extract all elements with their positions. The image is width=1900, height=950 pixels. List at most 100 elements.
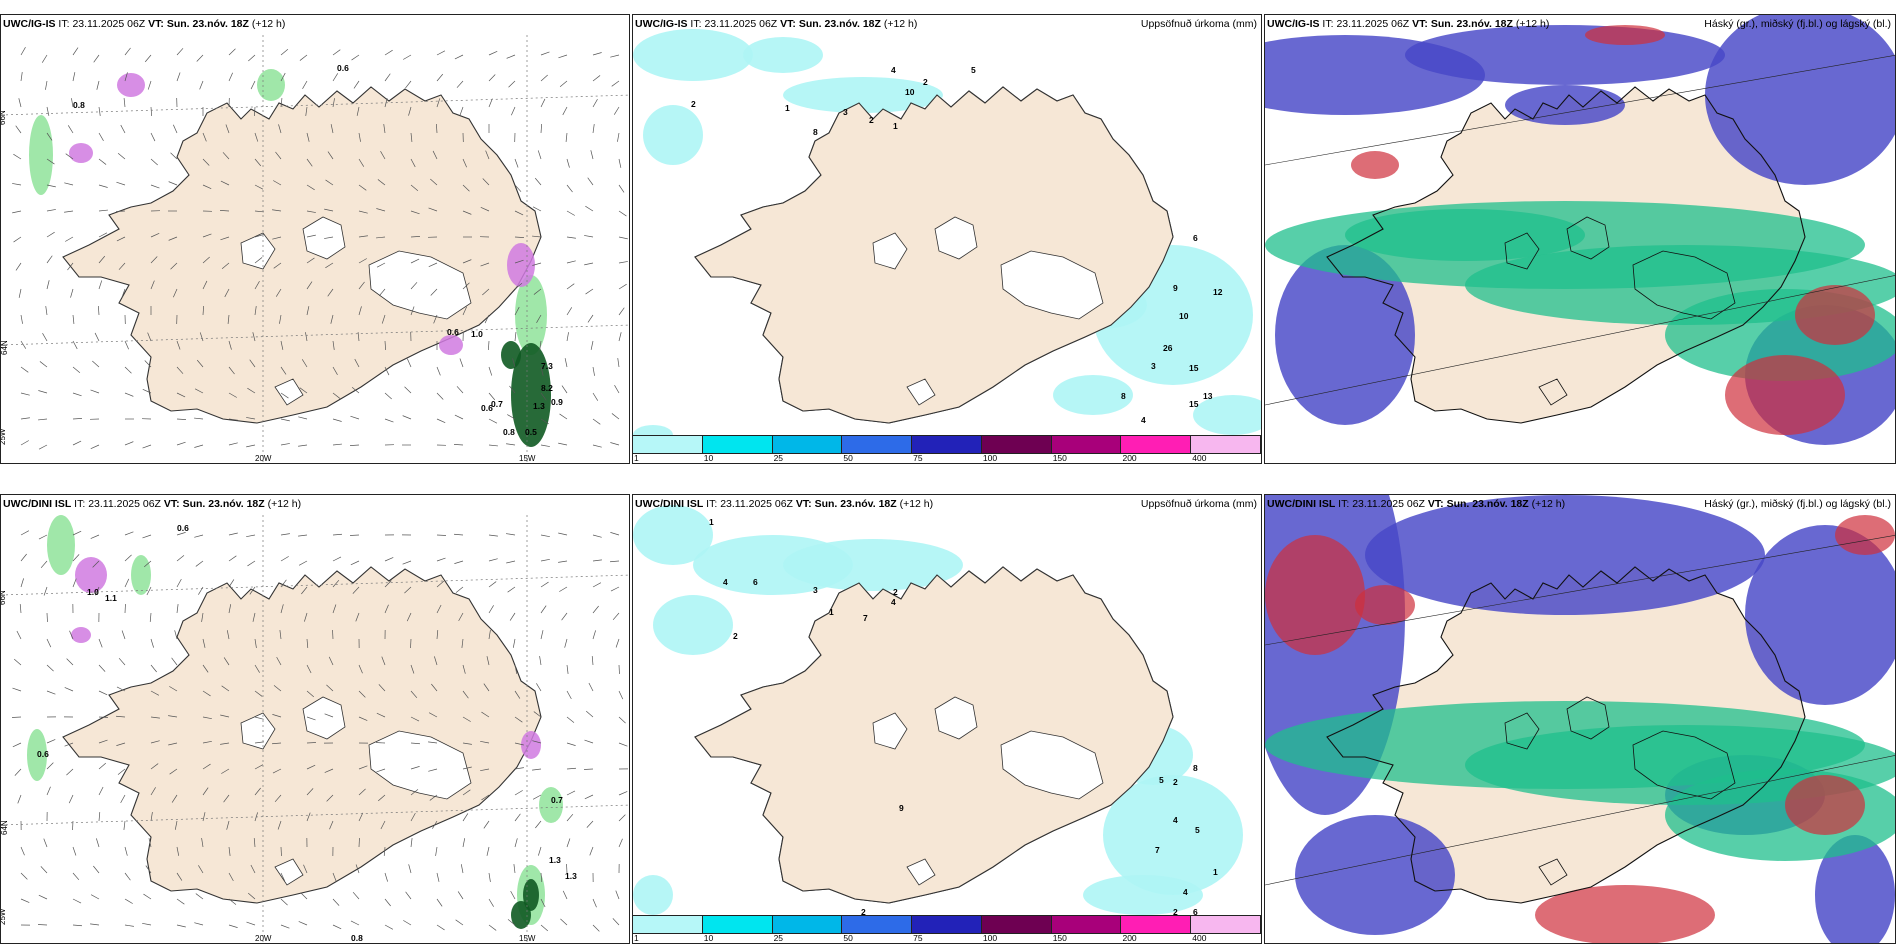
colorbar-tick: 400 <box>1192 453 1207 463</box>
wind-barb <box>324 713 334 718</box>
wind-barb <box>429 794 438 801</box>
wind-barb <box>564 638 568 648</box>
wind-barb <box>72 340 78 350</box>
wind-barb <box>246 444 256 448</box>
wind-barb <box>410 132 413 142</box>
contour-label: 0.8 <box>351 933 363 943</box>
wind-barb <box>145 865 152 874</box>
wind-barb <box>150 638 154 648</box>
precip-area <box>515 275 547 355</box>
wind-barb <box>403 54 412 60</box>
contour-label: 4 <box>1141 415 1146 425</box>
glacier <box>934 216 978 260</box>
wind-barb <box>272 714 282 718</box>
wind-barb <box>249 586 256 595</box>
wind-barb <box>402 560 412 565</box>
wind-barb <box>384 392 392 400</box>
wind-barb <box>272 236 282 240</box>
wind-barb <box>506 560 516 564</box>
wind-barb <box>227 314 230 324</box>
wind-barb <box>46 739 56 744</box>
wind-barb <box>488 872 491 882</box>
glacier <box>934 696 978 740</box>
lat-label: 64N <box>1 340 9 355</box>
colorbar-tick: 150 <box>1052 933 1067 943</box>
wind-barb <box>202 812 206 822</box>
wind-barb <box>480 262 490 267</box>
wind-barb <box>350 415 360 420</box>
wind-barb <box>148 838 152 848</box>
wind-barb <box>174 820 178 830</box>
boundary-line <box>1265 755 1895 886</box>
wind-barb <box>20 553 27 562</box>
wind-barb <box>618 307 625 316</box>
contour-label: 2 <box>869 115 874 125</box>
wind-barb <box>147 80 152 90</box>
glacier <box>274 858 304 886</box>
wind-barb <box>514 332 517 342</box>
wind-barb <box>618 158 622 168</box>
wind-barb <box>124 846 128 856</box>
wind-barb <box>430 178 438 186</box>
wind-barb <box>509 385 516 394</box>
wind-barb <box>46 184 56 188</box>
precip-area <box>1345 209 1585 261</box>
wind-barb <box>150 184 160 189</box>
wind-barb <box>324 208 334 212</box>
wind-barb <box>614 385 620 394</box>
wind-barb <box>462 184 470 192</box>
wind-barb <box>512 638 516 648</box>
wind-barb <box>384 49 393 56</box>
contour-label: 4 <box>891 65 896 75</box>
wind-barb <box>124 924 134 927</box>
wind-barb <box>280 72 286 82</box>
wind-barb <box>43 586 48 596</box>
wind-barb <box>252 612 256 622</box>
wind-barb <box>72 72 76 82</box>
wind-barb <box>507 586 516 593</box>
wind-barb <box>350 920 360 926</box>
wind-barb <box>508 80 516 88</box>
wind-barb <box>279 630 282 640</box>
wind-barb <box>72 530 82 536</box>
contour-label: 8.2 <box>541 383 553 393</box>
wind-barb <box>306 638 309 648</box>
wind-barb <box>20 898 30 903</box>
wind-barb <box>532 235 542 238</box>
wind-barb <box>436 924 445 931</box>
contour-label: 6 <box>753 577 758 587</box>
wind-barb <box>202 690 211 697</box>
wind-barb <box>514 282 523 290</box>
wind-barb <box>329 820 334 830</box>
colorbar-tick: 10 <box>703 453 714 463</box>
wind-barb <box>124 898 133 904</box>
wind-barb <box>350 560 360 566</box>
wind-barb <box>13 153 22 160</box>
wind-barb <box>300 892 308 900</box>
wind-barb <box>303 864 308 874</box>
precip-area <box>501 341 521 369</box>
wind-barb <box>246 921 256 926</box>
wind-barb <box>488 898 494 907</box>
lon-label: 20W <box>255 454 272 463</box>
wind-barb <box>98 106 101 116</box>
wind-barb <box>566 260 576 264</box>
wind-barb <box>202 664 209 673</box>
precip-area <box>1103 775 1243 895</box>
wind-barb <box>618 742 628 747</box>
wind-barb <box>124 366 132 374</box>
wind-barb <box>306 306 310 316</box>
wind-barb <box>150 664 157 673</box>
contour-label: 1 <box>829 607 834 617</box>
wind-barb <box>410 282 418 290</box>
wind-barb <box>592 75 601 82</box>
colorbar-swatch <box>1121 916 1192 933</box>
colorbar-swatch <box>981 436 1052 453</box>
wind-barb <box>72 924 82 927</box>
wind-barb <box>254 281 260 290</box>
wind-barb <box>432 150 438 160</box>
wind-barb <box>618 236 628 240</box>
wind-barb <box>410 664 415 674</box>
wind-barb <box>566 690 572 700</box>
wind-barb <box>378 684 386 692</box>
